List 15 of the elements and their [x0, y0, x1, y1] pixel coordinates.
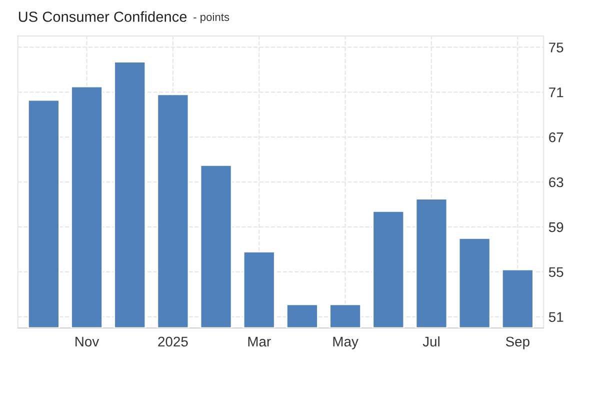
x-tick-label: 2025 — [158, 336, 188, 347]
chart-title: US Consumer Confidence — [18, 11, 187, 22]
y-tick-label: 51 — [548, 312, 564, 322]
chart-subtitle: - points — [194, 12, 230, 24]
y-tick-label: 71 — [549, 88, 564, 98]
x-tick-label: Nov — [76, 336, 100, 347]
y-tick-label: 55 — [548, 267, 564, 278]
y-tick-label: 63 — [549, 177, 564, 188]
x-tick-label: Jul — [422, 336, 440, 347]
y-tick-label: 75 — [549, 42, 564, 52]
x-tick-label: Mar — [248, 336, 271, 347]
x-tick-label: Sep — [506, 336, 530, 350]
y-tick-label: 59 — [548, 222, 564, 232]
y-tick-label: 67 — [549, 132, 564, 142]
x-tick-label: May — [333, 336, 358, 350]
